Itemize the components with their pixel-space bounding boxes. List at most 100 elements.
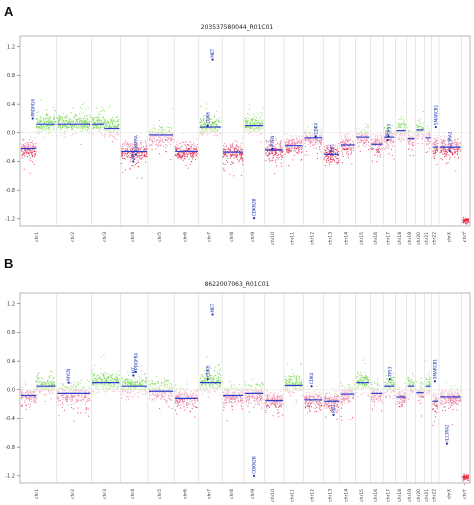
probe-point [140, 390, 142, 392]
probe-point [41, 128, 43, 130]
probe-point [71, 399, 74, 401]
probe-point [56, 390, 59, 392]
probe-point [79, 120, 81, 122]
probe-point [20, 405, 22, 407]
probe-point [47, 129, 50, 131]
probe-point [85, 108, 87, 110]
probe-point [124, 382, 126, 384]
probe-point [76, 382, 78, 384]
probe-point [113, 387, 115, 389]
probe-point [36, 131, 38, 133]
probe-point [82, 112, 84, 114]
probe-point [145, 380, 147, 382]
probe-point [129, 384, 131, 386]
probe-point [138, 382, 140, 384]
probe-point [103, 387, 105, 389]
probe-point [76, 128, 79, 130]
probe-point [78, 389, 80, 391]
probe-point [164, 394, 166, 396]
probe-point [73, 408, 75, 410]
probe-point [89, 388, 91, 390]
probe-point [42, 387, 44, 389]
probe-point [121, 397, 123, 399]
probe-point [81, 389, 83, 391]
probe-point [28, 146, 30, 148]
probe-point [72, 386, 74, 388]
chromosome-label: chr1 [34, 489, 40, 499]
probe-point [69, 394, 71, 396]
probe-point [88, 387, 90, 389]
probe-point [25, 396, 27, 398]
probe-point [103, 353, 105, 355]
probe-point [86, 119, 88, 121]
probe-point [33, 153, 35, 155]
probe-point [50, 375, 52, 377]
probe-point [79, 126, 81, 128]
probe-point [75, 389, 77, 391]
probe-point [127, 391, 129, 393]
probe-point [64, 385, 66, 387]
probe-point [42, 381, 45, 384]
probe-point [28, 151, 30, 153]
probe-point [49, 118, 51, 120]
probe-point [24, 146, 26, 148]
probe-point [44, 387, 47, 389]
probe-point [85, 128, 87, 130]
probe-point [140, 377, 142, 379]
probe-point [115, 388, 117, 391]
probe-point [47, 118, 49, 120]
probe-point [35, 151, 37, 153]
probe-point [40, 127, 42, 129]
probe-point [170, 399, 172, 401]
probe-point [78, 396, 80, 398]
probe-point [74, 121, 77, 123]
probe-point [28, 392, 30, 394]
probe-point [62, 384, 64, 386]
probe-point [51, 380, 53, 382]
probe-point [31, 401, 33, 403]
probe-point [106, 389, 108, 391]
probe-point [40, 116, 42, 118]
probe-point [110, 384, 112, 386]
probe-point [28, 397, 30, 399]
probe-point [132, 396, 134, 398]
probe-point [64, 386, 66, 388]
probe-point [69, 124, 71, 126]
probe-point [65, 120, 67, 122]
probe-point [45, 129, 47, 132]
probe-point [54, 120, 56, 123]
probe-point [44, 400, 46, 402]
probe-point [53, 382, 55, 384]
probe-point [21, 143, 23, 145]
probe-point [58, 400, 60, 402]
probe-point [44, 119, 46, 121]
probe-point [40, 393, 42, 395]
probe-point [42, 380, 44, 383]
probe-point [41, 387, 43, 389]
probe-point [131, 384, 133, 386]
probe-point [143, 390, 145, 392]
probe-point [171, 384, 173, 386]
probe-point [34, 390, 36, 392]
probe-point [75, 386, 77, 388]
probe-point [32, 140, 34, 142]
probe-point [26, 398, 28, 400]
probe-point [166, 383, 169, 385]
probe-point [41, 377, 43, 380]
probe-point [82, 125, 84, 127]
probe-point [144, 387, 147, 389]
probe-point [105, 380, 107, 382]
probe-point [84, 396, 86, 398]
probe-point [118, 383, 120, 385]
probe-point [170, 383, 172, 385]
probe-point [142, 389, 144, 391]
probe-point [138, 384, 140, 386]
probe-point [138, 379, 141, 381]
probe-point [73, 125, 75, 127]
probe-point [36, 112, 38, 114]
probe-point [76, 385, 78, 387]
probe-point [38, 132, 40, 134]
probe-point [96, 388, 98, 390]
plot-frame [19, 292, 471, 484]
probe-point [53, 376, 55, 379]
